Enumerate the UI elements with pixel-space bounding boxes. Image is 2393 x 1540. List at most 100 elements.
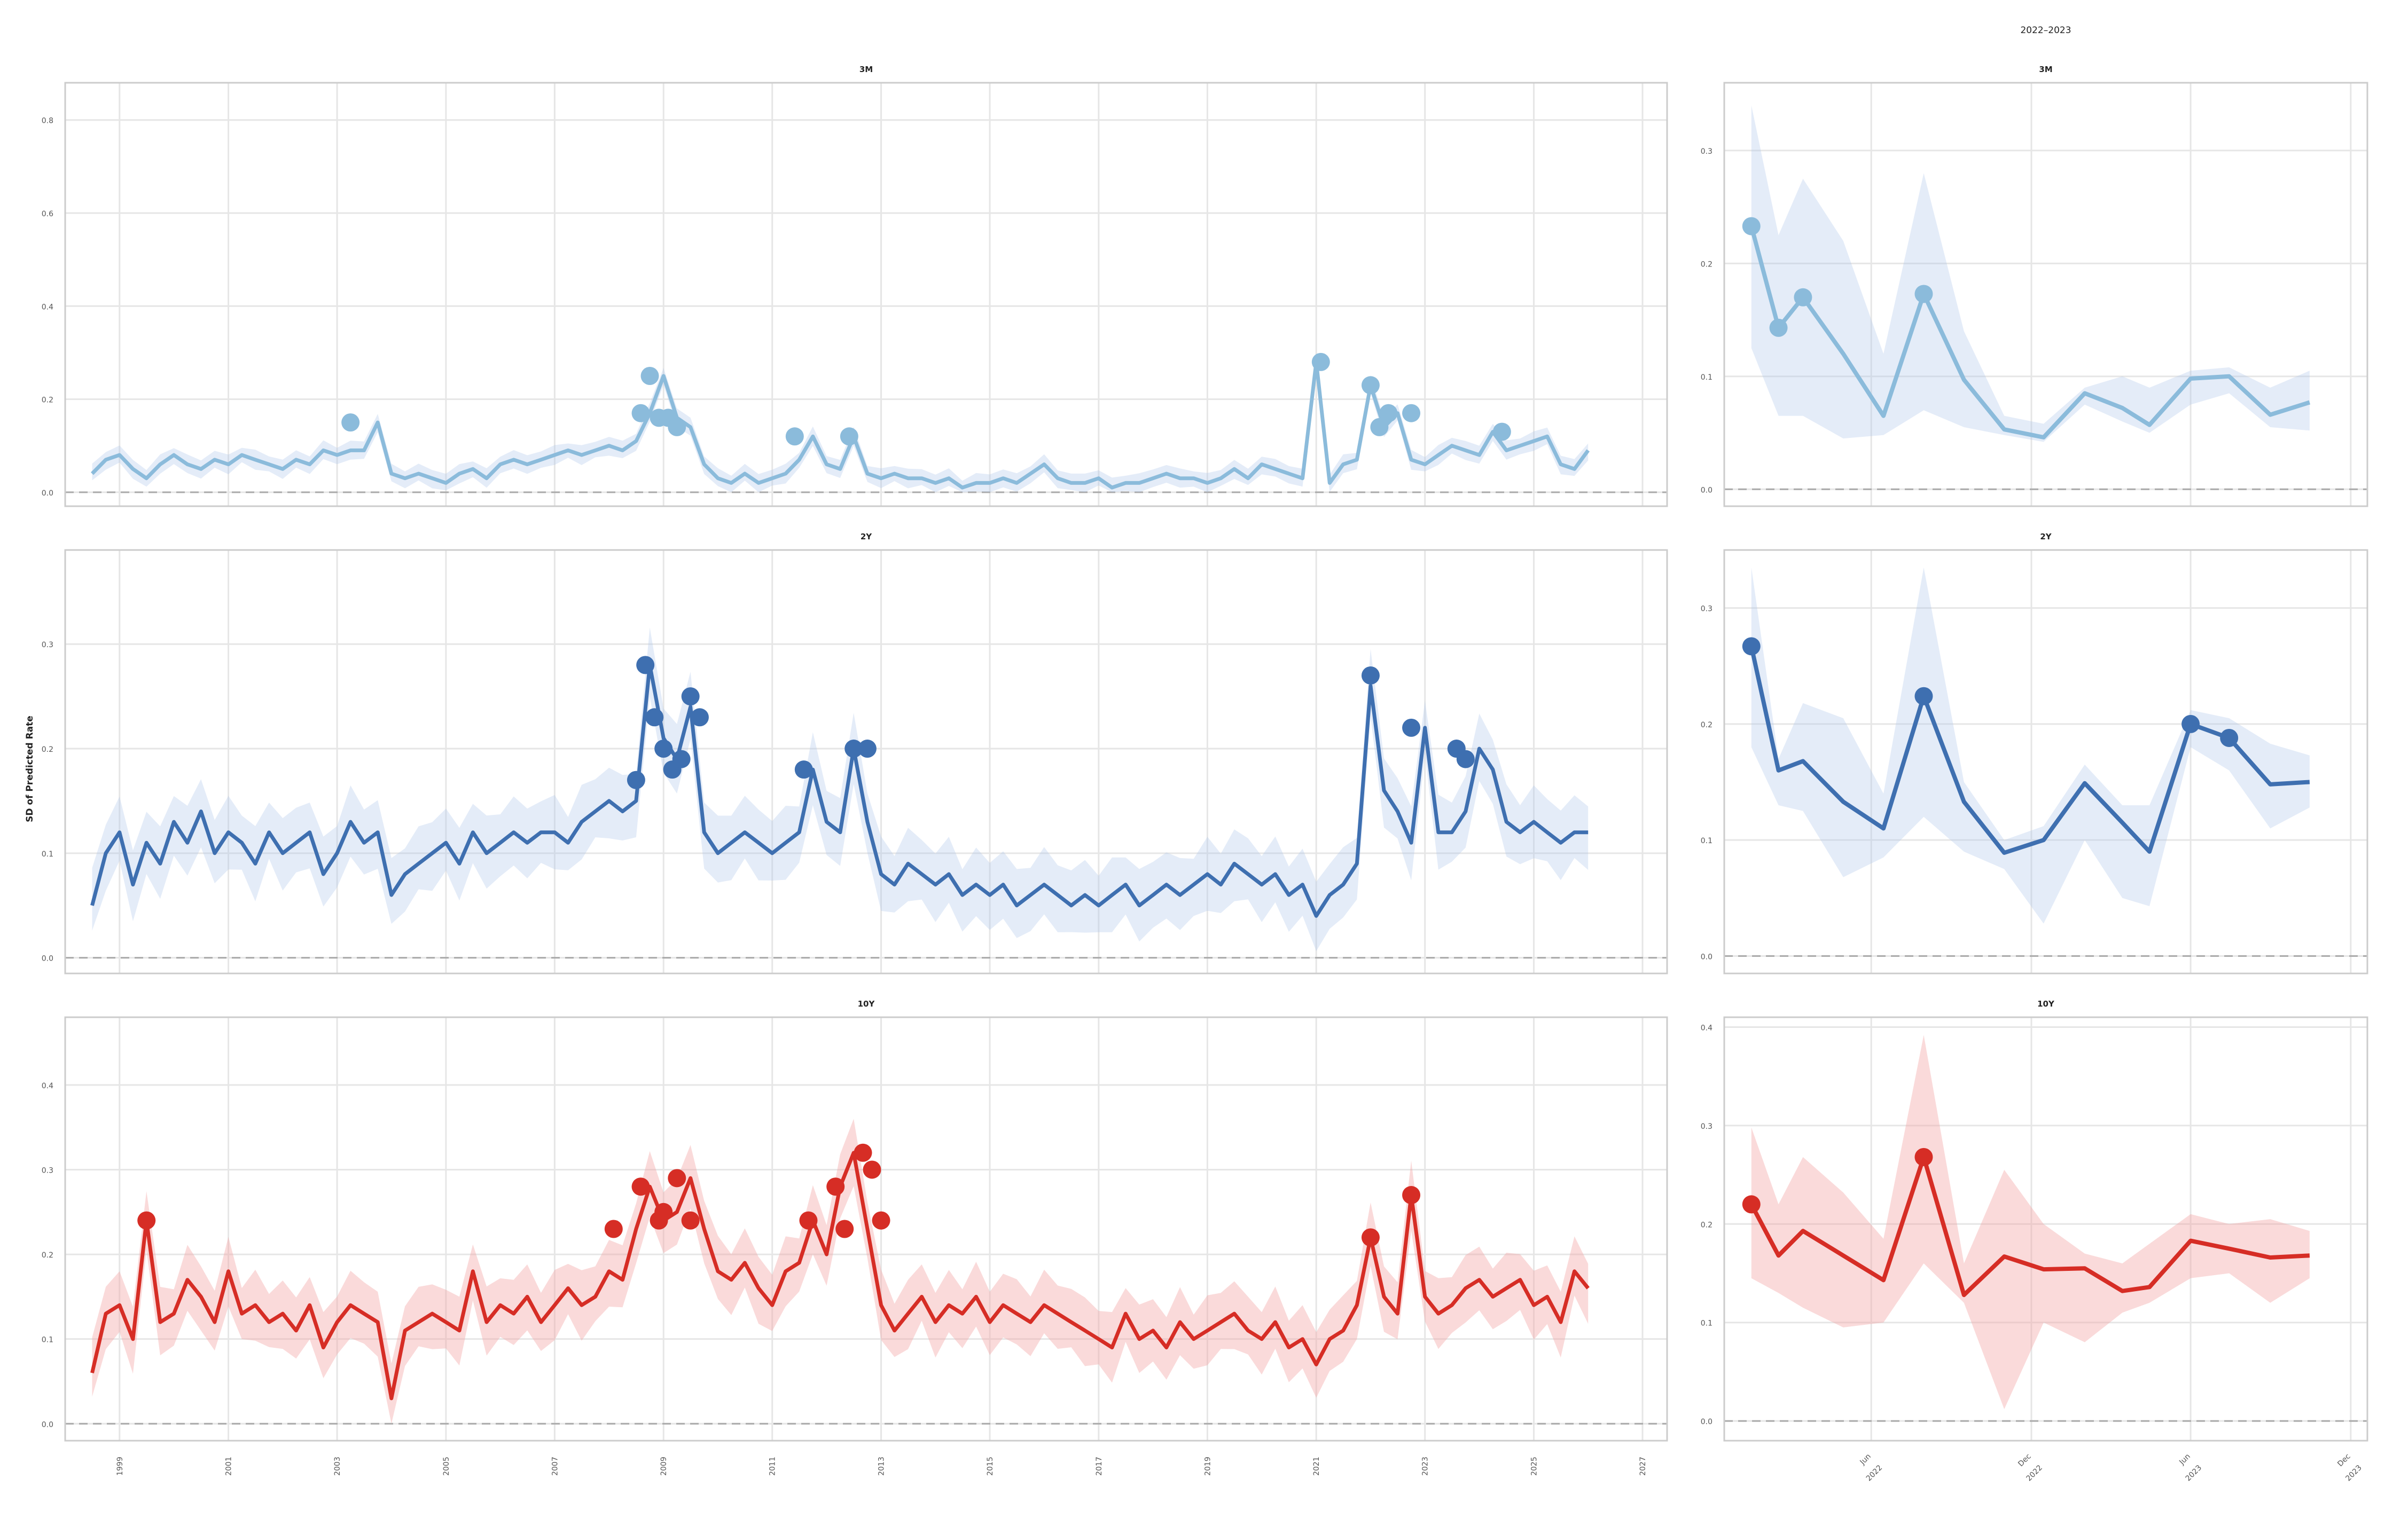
x-tick-label: 2011 bbox=[769, 1457, 777, 1476]
y-tick-label: 0.0 bbox=[42, 489, 53, 498]
zoom-panel-10y: 0.00.10.20.30.410YJun2022Dec2022Jun2023D… bbox=[1701, 999, 2368, 1483]
y-tick-label: 0.0 bbox=[1701, 1418, 1712, 1426]
highlight-point bbox=[1402, 1186, 1421, 1205]
x-tick-label-line: 2023 bbox=[2344, 1464, 2364, 1483]
y-tick-label: 0.3 bbox=[1701, 1122, 1712, 1131]
x-tick-label: 2017 bbox=[1095, 1457, 1104, 1476]
x-tick-label: Jun2022 bbox=[1854, 1452, 1884, 1483]
highlight-point bbox=[1402, 718, 1421, 737]
panel-title: 2Y bbox=[2040, 532, 2052, 541]
highlight-point bbox=[1379, 404, 1398, 422]
x-tick-label: Dec2022 bbox=[2013, 1452, 2044, 1483]
highlight-point bbox=[826, 1177, 845, 1196]
highlight-point bbox=[627, 771, 645, 789]
y-axis-label: SD of Predicted Rate bbox=[25, 716, 35, 822]
x-tick-label: 2023 bbox=[1421, 1457, 1430, 1476]
highlight-point bbox=[631, 404, 650, 422]
y-tick-label: 0.0 bbox=[42, 955, 53, 963]
highlight-point bbox=[1402, 404, 1421, 422]
highlight-point bbox=[799, 1211, 818, 1230]
highlight-point bbox=[668, 418, 686, 436]
highlight-point bbox=[785, 427, 804, 446]
highlight-point bbox=[794, 760, 813, 779]
x-tick-label: 2007 bbox=[551, 1457, 559, 1476]
panel-title: 3M bbox=[2039, 65, 2052, 74]
series-line-2y bbox=[90, 663, 1589, 918]
x-tick-label-line: Dec bbox=[2336, 1452, 2352, 1468]
x-tick-label: 2019 bbox=[1203, 1457, 1212, 1476]
main-panel-2y: 0.0 0.1 0.2 0.3 2Y bbox=[42, 532, 1668, 975]
highlight-point bbox=[1361, 1228, 1380, 1247]
highlight-point bbox=[1456, 750, 1475, 768]
highlight-point bbox=[640, 367, 659, 385]
series-line-10y bbox=[1749, 1154, 2310, 1298]
x-tick-label: 1999 bbox=[116, 1457, 124, 1476]
highlight-point bbox=[690, 708, 709, 727]
x-tick-label: Jun2023 bbox=[2172, 1452, 2203, 1483]
x-tick-label-line: 2022 bbox=[2024, 1464, 2044, 1483]
x-tick-label: 2021 bbox=[1312, 1457, 1321, 1476]
zoom-panel-3m: 0.0 0.1 0.2 0.3 3M bbox=[1701, 65, 2368, 507]
highlight-point bbox=[1370, 418, 1389, 436]
x-tick-label: 2013 bbox=[878, 1457, 886, 1476]
y-tick-label: 0.4 bbox=[42, 1082, 53, 1090]
series-line-3m bbox=[1749, 225, 2311, 439]
panel-title: 2Y bbox=[861, 532, 872, 541]
uncertainty-band bbox=[92, 1119, 1589, 1424]
x-tick-label: 2005 bbox=[442, 1457, 451, 1476]
y-tick-label: 0.0 bbox=[1701, 953, 1712, 961]
x-tick-label-line: Dec bbox=[2016, 1452, 2032, 1468]
highlight-point bbox=[636, 656, 655, 674]
highlight-point bbox=[1361, 666, 1380, 685]
highlight-point bbox=[668, 1169, 686, 1188]
zoom-panel-2y: 0.0 0.1 0.2 0.3 2Y bbox=[1701, 532, 2368, 975]
y-tick-label: 0.2 bbox=[42, 396, 53, 405]
highlight-point bbox=[1914, 687, 1933, 705]
panel-frame bbox=[64, 549, 1668, 975]
highlight-point bbox=[604, 1220, 623, 1238]
y-tick-label: 0.2 bbox=[1701, 1221, 1712, 1229]
x-tick-label: 2009 bbox=[660, 1457, 668, 1476]
highlight-point bbox=[863, 1160, 881, 1179]
highlight-point bbox=[631, 1177, 650, 1196]
y-tick-label: 0.4 bbox=[42, 303, 53, 311]
y-tick-label: 0.8 bbox=[42, 117, 53, 125]
y-tick-label: 0.1 bbox=[1701, 373, 1712, 382]
panel-title: 10Y bbox=[2037, 999, 2055, 1009]
highlight-point bbox=[341, 413, 360, 432]
x-tick-label-line: Jun bbox=[1858, 1452, 1873, 1467]
main-panel-3m: 0.0 0.2 0.4 0.6 0.8 3M bbox=[42, 65, 1668, 507]
highlight-point bbox=[1742, 637, 1761, 656]
x-tick-label: 2027 bbox=[1639, 1457, 1647, 1476]
x-tick-label-line: 2023 bbox=[2184, 1464, 2204, 1483]
highlight-point bbox=[1311, 352, 1330, 371]
y-tick-label: 0.3 bbox=[42, 1166, 53, 1175]
highlight-point bbox=[681, 1211, 700, 1230]
x-tick-label-line: Jun bbox=[2177, 1452, 2192, 1467]
highlight-point bbox=[1742, 217, 1761, 235]
highlight-point bbox=[858, 740, 877, 758]
y-tick-label: 0.3 bbox=[1701, 147, 1712, 156]
highlight-point bbox=[1492, 422, 1511, 441]
y-tick-label: 0.3 bbox=[1701, 605, 1712, 614]
panel-title: 10Y bbox=[858, 999, 875, 1009]
highlight-point bbox=[835, 1220, 854, 1238]
panel-frame bbox=[1723, 82, 2368, 507]
highlight-point bbox=[840, 427, 858, 446]
uncertainty-band bbox=[92, 627, 1589, 952]
panel-frame bbox=[1723, 1016, 2368, 1442]
x-tick-label: Dec2023 bbox=[2333, 1452, 2364, 1483]
highlight-point bbox=[2220, 728, 2239, 747]
highlight-point bbox=[137, 1211, 156, 1230]
y-tick-label: 0.3 bbox=[42, 641, 53, 649]
uncertainty-band bbox=[1751, 105, 2310, 442]
x-tick-label: 2025 bbox=[1530, 1457, 1538, 1476]
highlight-point bbox=[1914, 1148, 1933, 1166]
x-tick-label: 2015 bbox=[986, 1457, 995, 1476]
y-tick-label: 0.0 bbox=[1701, 486, 1712, 494]
highlight-point bbox=[1361, 376, 1380, 395]
panel-title: 3M bbox=[859, 65, 873, 74]
y-tick-label: 0.2 bbox=[42, 745, 53, 754]
